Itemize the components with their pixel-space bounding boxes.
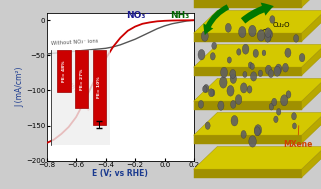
Ellipse shape — [201, 31, 208, 41]
Text: NO₃⁻: NO₃⁻ — [126, 11, 150, 20]
Text: NH₃: NH₃ — [170, 11, 189, 20]
Ellipse shape — [269, 103, 274, 110]
Text: With NO₃⁻ ions: With NO₃⁻ ions — [64, 76, 91, 111]
Ellipse shape — [253, 49, 258, 57]
Y-axis label: J (mA/cm²): J (mA/cm²) — [15, 67, 24, 107]
Ellipse shape — [198, 100, 204, 108]
Ellipse shape — [205, 122, 210, 129]
Polygon shape — [301, 0, 321, 8]
Text: FE= 10%: FE= 10% — [98, 77, 101, 98]
Ellipse shape — [281, 95, 288, 106]
Ellipse shape — [291, 113, 296, 120]
Ellipse shape — [272, 98, 277, 106]
Ellipse shape — [218, 101, 224, 110]
Ellipse shape — [267, 30, 273, 39]
Ellipse shape — [230, 69, 236, 78]
Ellipse shape — [242, 44, 249, 54]
Ellipse shape — [240, 83, 247, 93]
Ellipse shape — [282, 63, 288, 72]
Text: Cu₂O: Cu₂O — [259, 22, 290, 31]
Ellipse shape — [257, 30, 265, 41]
Polygon shape — [194, 112, 321, 135]
Ellipse shape — [292, 123, 297, 129]
Ellipse shape — [243, 71, 247, 77]
Ellipse shape — [265, 65, 272, 74]
Polygon shape — [301, 146, 321, 178]
Ellipse shape — [203, 86, 207, 92]
Ellipse shape — [276, 108, 281, 115]
Polygon shape — [301, 44, 321, 76]
Ellipse shape — [267, 35, 271, 41]
Bar — [75, 50, 88, 108]
Ellipse shape — [241, 130, 246, 138]
Polygon shape — [194, 0, 301, 8]
Text: Without NO₃⁻ ions: Without NO₃⁻ ions — [51, 38, 99, 46]
Ellipse shape — [230, 100, 236, 108]
Ellipse shape — [237, 49, 241, 55]
Ellipse shape — [293, 35, 299, 42]
Ellipse shape — [250, 72, 257, 81]
Ellipse shape — [204, 84, 209, 93]
Ellipse shape — [209, 89, 214, 97]
Ellipse shape — [210, 53, 215, 60]
Ellipse shape — [255, 125, 262, 135]
Ellipse shape — [212, 42, 217, 50]
Polygon shape — [301, 78, 321, 110]
Bar — [57, 50, 71, 92]
Ellipse shape — [285, 48, 291, 57]
Polygon shape — [194, 44, 321, 67]
Polygon shape — [194, 78, 321, 101]
Ellipse shape — [265, 28, 271, 38]
Polygon shape — [301, 10, 321, 42]
Ellipse shape — [286, 91, 291, 98]
Ellipse shape — [198, 49, 205, 60]
Ellipse shape — [220, 77, 227, 88]
FancyArrowPatch shape — [241, 3, 274, 23]
Ellipse shape — [210, 89, 215, 96]
Ellipse shape — [268, 70, 273, 77]
Ellipse shape — [248, 62, 253, 68]
Ellipse shape — [270, 16, 275, 23]
Ellipse shape — [275, 64, 282, 74]
Text: MXene: MXene — [283, 126, 313, 149]
Ellipse shape — [248, 25, 256, 37]
Ellipse shape — [265, 33, 271, 42]
Ellipse shape — [254, 127, 260, 136]
Ellipse shape — [231, 115, 238, 126]
Polygon shape — [194, 67, 301, 76]
Ellipse shape — [221, 67, 228, 78]
Ellipse shape — [235, 95, 242, 105]
Polygon shape — [194, 10, 321, 33]
Ellipse shape — [225, 23, 231, 32]
Ellipse shape — [249, 136, 256, 147]
Ellipse shape — [227, 85, 234, 96]
Ellipse shape — [258, 70, 263, 77]
Polygon shape — [194, 33, 301, 42]
Text: FE= 27%: FE= 27% — [80, 68, 84, 90]
Ellipse shape — [239, 26, 246, 38]
Polygon shape — [301, 112, 321, 144]
Polygon shape — [194, 146, 321, 169]
FancyArrowPatch shape — [204, 4, 229, 35]
Polygon shape — [194, 135, 301, 144]
Ellipse shape — [262, 50, 266, 56]
Bar — [93, 50, 106, 125]
Ellipse shape — [227, 57, 231, 63]
Ellipse shape — [247, 86, 252, 93]
Text: FE= 48%: FE= 48% — [62, 60, 66, 82]
Ellipse shape — [250, 63, 255, 70]
Ellipse shape — [274, 116, 278, 123]
Ellipse shape — [299, 53, 305, 62]
Polygon shape — [194, 169, 301, 178]
X-axis label: E (V; vs RHE): E (V; vs RHE) — [92, 169, 148, 178]
Ellipse shape — [274, 66, 281, 76]
Polygon shape — [194, 101, 301, 110]
Ellipse shape — [230, 74, 237, 84]
